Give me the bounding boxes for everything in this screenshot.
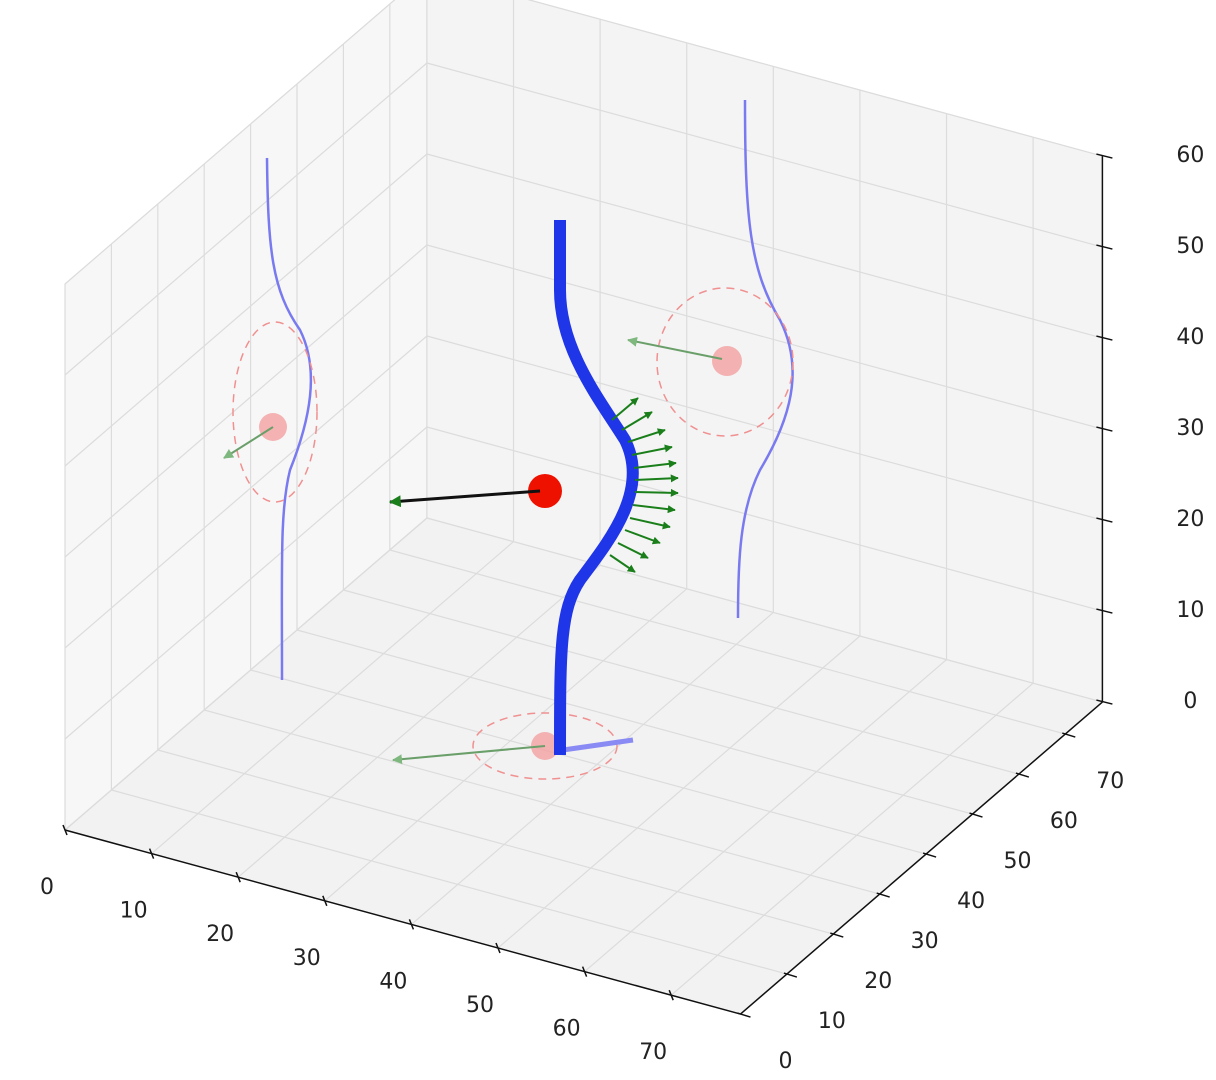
grid-line [324,588,688,902]
grid-line [151,541,514,855]
grid-line [426,62,1103,248]
z-tick-label: 50 [1176,234,1204,259]
y-tick [1062,732,1076,738]
grid-line [527,0,1103,157]
y-tick-label: 0 [778,1049,792,1074]
x-tick-label: 50 [466,993,494,1018]
grid-line [64,244,428,558]
grid-line [670,682,1034,996]
z-tick-label: 60 [1176,143,1204,168]
y-tick-label: 40 [957,889,985,914]
grid-line [237,564,601,878]
grid-line [343,589,1020,775]
grid-line [111,789,788,975]
y-tick [969,812,983,818]
arrow [223,426,274,459]
z-tick [1096,426,1113,432]
grid-line [64,335,428,649]
x-axis-line [64,829,741,1015]
z-tick [1096,335,1113,341]
grid-line [296,629,973,815]
grid-line [426,244,1103,430]
z-tick [1096,517,1113,523]
z-tick-label: 30 [1176,416,1204,441]
field-arrows [609,397,679,573]
y-tick [876,892,890,898]
force-arrow [388,489,541,508]
z-tick [1096,608,1113,614]
orbit [656,287,794,437]
y-tick-label: 60 [1050,809,1078,834]
grid-line [426,426,1103,612]
grid-line [250,669,927,855]
x-tick-label: 20 [206,922,234,947]
y-tick [830,932,844,938]
y-tick-label: 20 [864,969,892,994]
x-tick-label: 70 [639,1040,667,1065]
z-tick-label: 0 [1183,689,1197,714]
grid-line [411,611,774,925]
grid-line [64,426,428,740]
grid-line [584,659,947,973]
x-tick-label: 40 [379,969,407,994]
x-tick-label: 30 [293,946,321,971]
grid-line [497,635,861,949]
z-tick-label: 40 [1176,325,1204,350]
grid-line [157,749,834,935]
panes [63,0,1104,1015]
y-axis-line [739,701,1103,1015]
orbit [472,712,618,780]
projected-curve [736,99,794,619]
y-tick-label: 30 [911,929,939,954]
x-tick-label: 60 [553,1017,581,1042]
projected-curve [562,737,634,753]
x-tick-label: 0 [40,875,54,900]
charge [528,474,562,508]
projected-curve [265,157,313,681]
axes: 0 10 20 30 40 50 60 70 0 10 20 30 40 50 60 70 0 10 20 30 40 5… [40,143,1204,1074]
y-tick [783,972,798,978]
arrow [392,745,546,765]
y-tick [1015,772,1030,778]
y-tick [922,852,937,858]
grid-line [64,0,396,285]
grid-line [389,549,1066,735]
wire [554,220,639,756]
grid-line [426,335,1103,521]
z-tick-label: 10 [1176,598,1204,623]
y-tick-label: 50 [1003,849,1031,874]
z-tick-label: 20 [1176,507,1204,532]
z-tick [1096,699,1113,705]
x-tick-label: 10 [120,899,148,924]
grid-line [204,709,880,895]
y-tick-label: 70 [1096,769,1124,794]
grid-line [426,517,1103,703]
z-tick [1096,153,1113,159]
grid-line [426,153,1103,339]
grid-line [64,62,428,376]
arrow [627,336,723,360]
grid-line [64,517,428,831]
grid-line [64,153,428,467]
orbit [232,321,318,503]
illustration [223,99,794,780]
y-tick-label: 10 [818,1009,846,1034]
z-tick [1096,244,1113,250]
projected-charge [712,346,742,376]
